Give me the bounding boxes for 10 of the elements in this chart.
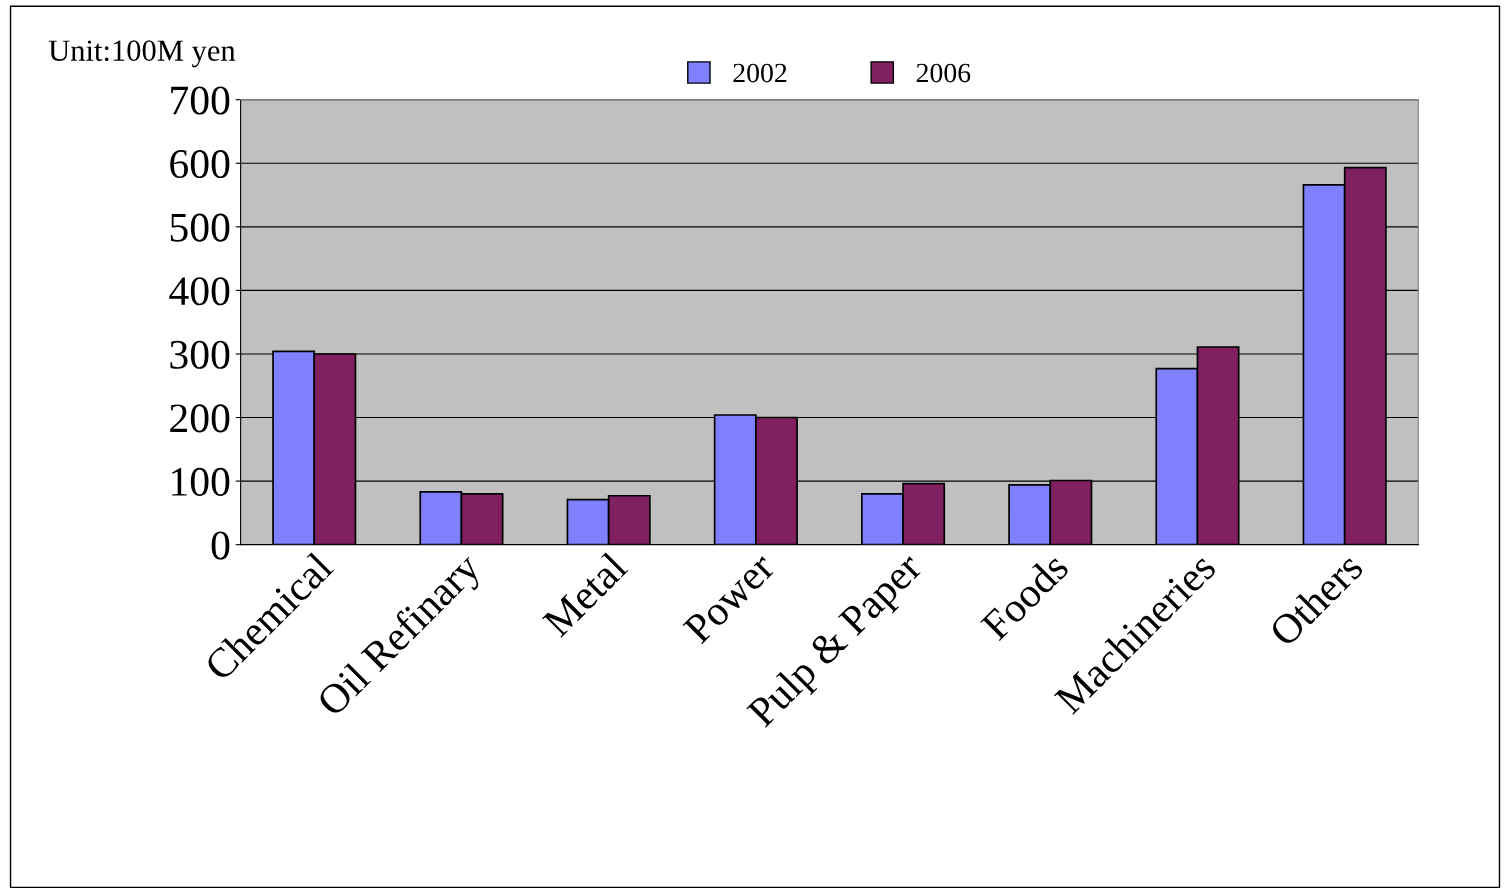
legend-label: 2006 xyxy=(916,63,971,83)
legend-label: 2002 xyxy=(733,63,787,83)
y-tick-label: 500 xyxy=(170,213,230,242)
y-tick-label: 600 xyxy=(170,150,230,179)
y-tick-label: 200 xyxy=(170,404,230,433)
y-tick-label: 300 xyxy=(170,340,230,369)
y-tick-label: 100 xyxy=(172,467,230,496)
y-tick-label: 700 xyxy=(171,86,230,115)
text: Unit:100M yen xyxy=(48,40,236,68)
y-tick-label: 400 xyxy=(169,277,230,306)
